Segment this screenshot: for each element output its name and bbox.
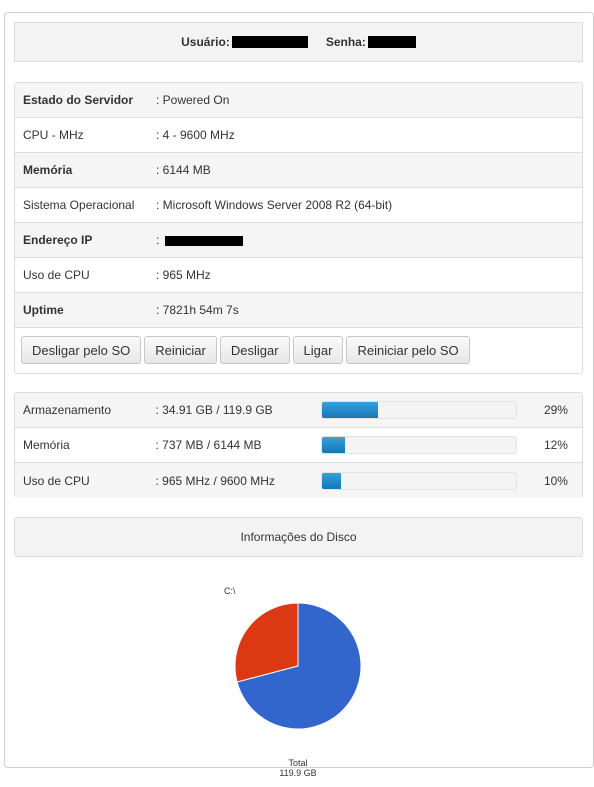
password-redacted — [367, 36, 416, 48]
row-key: Sistema Operacional — [23, 198, 135, 212]
usage-percent: 10% — [543, 473, 568, 488]
usage-label: Armazenamento — [23, 403, 112, 417]
progress-fill — [321, 402, 379, 418]
usage-table: Armazenamento : 34.91 GB / 119.9 GB 29% … — [14, 392, 583, 498]
row-value: : Microsoft Windows Server 2008 R2 (64-b… — [156, 198, 393, 212]
shutdown-os-button[interactable]: Desligar pelo SO — [21, 336, 142, 364]
row-value: : Powered On — [156, 93, 230, 107]
table-row: Uptime : 7821h 54m 7s — [15, 293, 582, 328]
pie-slice-used — [234, 602, 299, 683]
row-key: Uso de CPU — [23, 268, 90, 282]
cpu-progress-bar — [320, 471, 518, 490]
password-label: Senha: — [325, 35, 366, 49]
storage-progress-bar — [320, 401, 518, 419]
table-row: Endereço IP : — [15, 223, 582, 258]
row-value: : 6144 MB — [156, 163, 211, 177]
table-row: Uso de CPU : 965 MHz — [15, 258, 582, 293]
server-info-table: Estado do Servidor : Powered On CPU - MH… — [14, 82, 583, 374]
row-key: Memória — [23, 163, 73, 177]
usage-value: : 34.91 GB / 119.9 GB — [155, 403, 273, 417]
row-value: : — [156, 233, 582, 247]
memory-progress-bar — [320, 436, 518, 454]
table-row: Memória : 6144 MB — [15, 153, 582, 188]
usage-percent: 29% — [543, 403, 568, 417]
row-key: CPU - MHz — [23, 128, 84, 142]
table-row: CPU - MHz : 4 - 9600 MHz — [15, 118, 582, 153]
row-value: : 7821h 54m 7s — [156, 303, 239, 317]
usage-value: : 965 MHz / 9600 MHz — [155, 473, 275, 488]
row-key: Endereço IP — [23, 233, 93, 247]
progress-fill — [321, 437, 346, 453]
table-row: Estado do Servidor : Powered On — [15, 83, 582, 118]
restart-os-button[interactable]: Reiniciar pelo SO — [346, 336, 470, 364]
restart-button[interactable]: Reiniciar — [144, 336, 217, 364]
user-label: Usuário: — [181, 35, 230, 49]
row-key: Estado do Servidor — [23, 93, 134, 107]
credentials-bar: Usuário: Senha: — [14, 22, 583, 62]
user-redacted — [231, 36, 308, 48]
usage-value: : 737 MB / 6144 MB — [155, 438, 262, 452]
usage-row: Armazenamento : 34.91 GB / 119.9 GB 29% — [15, 393, 582, 428]
row-value: : 4 - 9600 MHz — [156, 128, 235, 142]
power-off-button[interactable]: Desligar — [219, 336, 290, 364]
pie-slice-free — [236, 602, 362, 730]
disk-pie-chart — [234, 602, 362, 730]
pie-title: C:\ — [224, 586, 236, 596]
action-toolbar: Desligar pelo SO Reiniciar Desligar Liga… — [15, 328, 582, 372]
progress-fill — [321, 472, 342, 489]
total-value: 119.9 GB — [279, 768, 317, 778]
usage-row: Memória : 737 MB / 6144 MB 12% — [15, 428, 582, 463]
total-label: Total — [288, 758, 308, 768]
usage-row: Uso de CPU : 965 MHz / 9600 MHz 10% — [15, 463, 582, 498]
row-value: : 965 MHz — [156, 268, 211, 282]
ip-redacted — [164, 235, 243, 246]
usage-percent: 12% — [543, 438, 568, 452]
usage-label: Memória — [23, 438, 70, 452]
row-key: Uptime — [23, 303, 64, 317]
pie-total: Total 119.9 GB — [258, 758, 338, 778]
table-row: Sistema Operacional : Microsoft Windows … — [15, 188, 582, 223]
power-on-button[interactable]: Ligar — [292, 336, 344, 364]
usage-label: Uso de CPU — [23, 473, 90, 488]
disk-info-header: Informações do Disco — [14, 517, 583, 557]
